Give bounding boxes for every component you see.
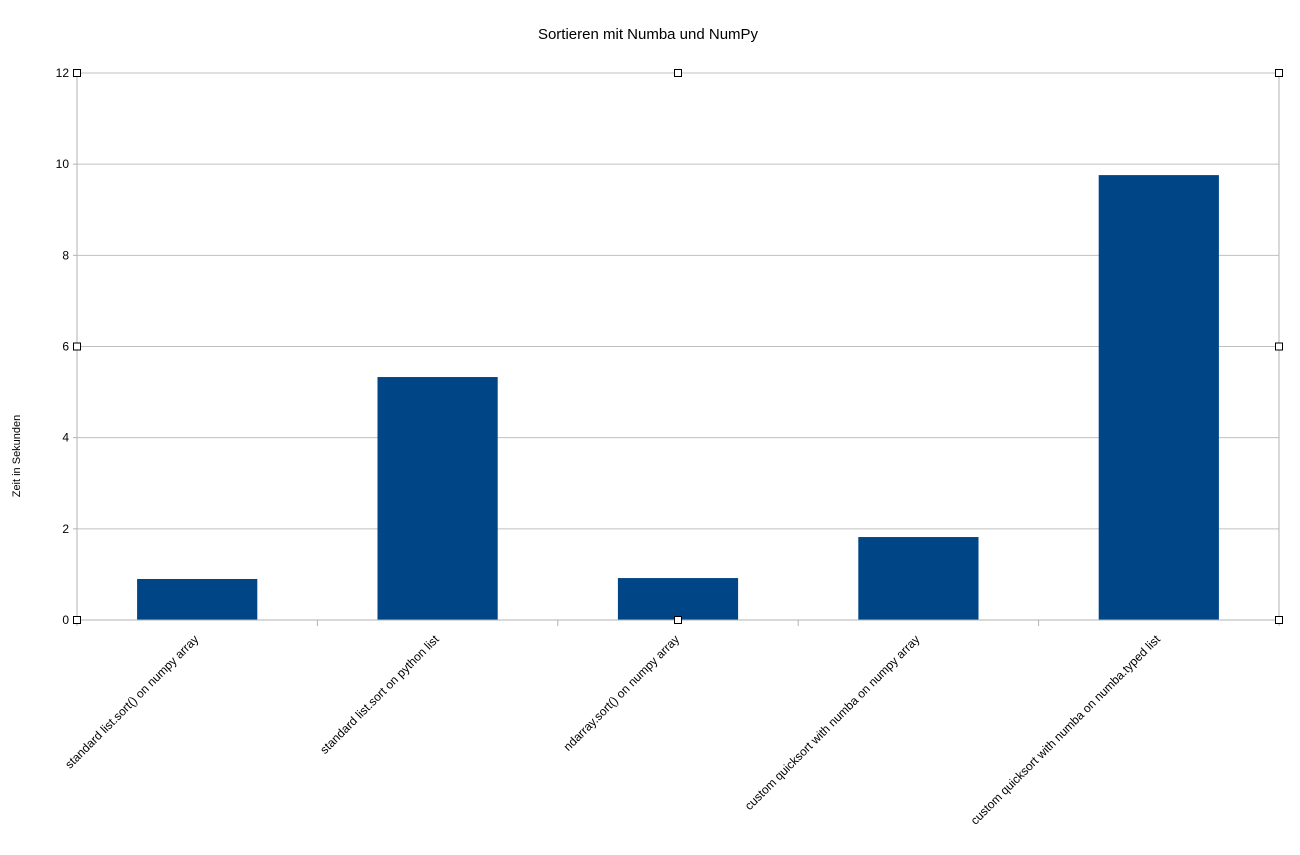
x-category-label: custom quicksort with numba on numba.typ…	[968, 632, 1164, 828]
selection-handles[interactable]	[73, 69, 1283, 624]
resize-handle[interactable]	[1275, 616, 1283, 624]
bar[interactable]	[377, 377, 498, 620]
resize-handle[interactable]	[1275, 69, 1283, 77]
y-tick-label: 10	[56, 157, 70, 171]
x-category-label: custom quicksort with numba on numpy arr…	[742, 632, 923, 813]
resize-handle[interactable]	[73, 69, 81, 77]
bars	[137, 175, 1219, 620]
resize-handle[interactable]	[674, 616, 682, 624]
x-category-label: ndarray.sort() on numpy array	[561, 632, 683, 754]
y-axis-title: Zeit in Sekunden	[11, 415, 23, 498]
chart-title: Sortieren mit Numba und NumPy	[538, 26, 759, 43]
x-category-label: standard list.sort() on numpy array	[62, 632, 201, 771]
x-category-label: standard list.sort on python list	[317, 632, 442, 757]
resize-handle[interactable]	[674, 69, 682, 77]
bar[interactable]	[137, 578, 258, 620]
resize-handle[interactable]	[73, 342, 81, 351]
y-tick-labels: 0 2 4 6 8 10 12	[56, 66, 70, 627]
bar[interactable]	[617, 578, 739, 620]
bar[interactable]	[858, 537, 979, 620]
y-tick-label: 8	[62, 248, 69, 262]
y-tick-label: 2	[62, 522, 69, 536]
resize-handle[interactable]	[73, 616, 81, 624]
y-tick-label: 12	[56, 66, 70, 80]
y-tick-label: 6	[62, 340, 69, 354]
category-labels: standard list.sort() on numpy array stand…	[62, 632, 1163, 828]
bar[interactable]	[1098, 175, 1219, 620]
resize-handle[interactable]	[1275, 342, 1283, 351]
y-tick-label: 0	[62, 613, 69, 627]
y-tick-label: 4	[62, 431, 69, 445]
